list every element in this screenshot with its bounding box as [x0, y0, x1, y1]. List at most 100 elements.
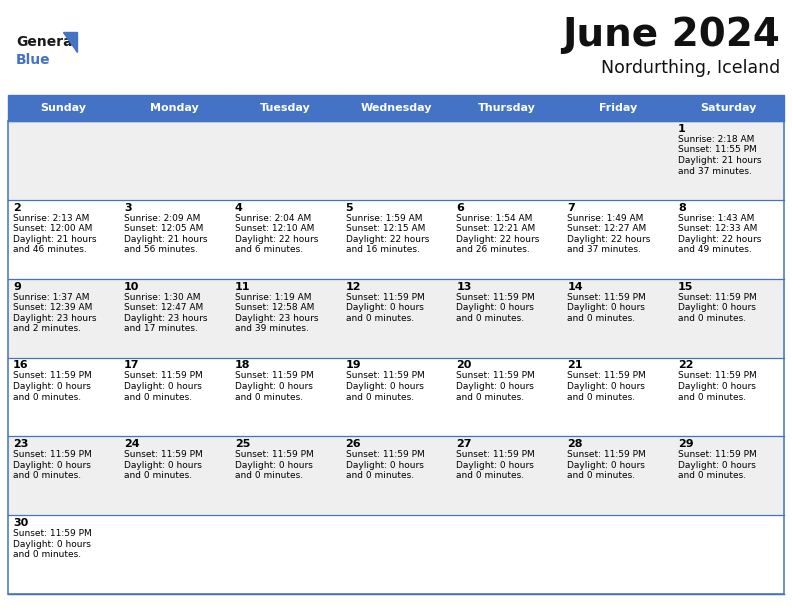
Text: Daylight: 0 hours: Daylight: 0 hours	[456, 382, 535, 391]
Bar	[341, 200, 451, 278]
Text: Wednesday: Wednesday	[360, 103, 432, 113]
Bar	[673, 95, 784, 121]
Text: 29: 29	[678, 439, 694, 449]
Text: Sunset: 11:59 PM: Sunset: 11:59 PM	[567, 450, 646, 460]
Text: Daylight: 22 hours: Daylight: 22 hours	[345, 235, 429, 244]
Bar	[230, 436, 341, 515]
Text: 17: 17	[124, 360, 139, 370]
Bar	[673, 200, 784, 278]
Bar	[341, 436, 451, 515]
Text: 15: 15	[678, 282, 694, 292]
Text: Sunset: 11:59 PM: Sunset: 11:59 PM	[456, 371, 535, 381]
Text: Sunset: 11:59 PM: Sunset: 11:59 PM	[567, 371, 646, 381]
Text: General: General	[16, 35, 78, 49]
Text: and 0 minutes.: and 0 minutes.	[678, 314, 746, 323]
Polygon shape	[63, 32, 77, 52]
Text: Sunset: 11:59 PM: Sunset: 11:59 PM	[456, 293, 535, 302]
Text: Saturday: Saturday	[700, 103, 757, 113]
Bar	[230, 200, 341, 278]
Text: Daylight: 23 hours: Daylight: 23 hours	[13, 314, 97, 323]
Text: Daylight: 0 hours: Daylight: 0 hours	[678, 461, 756, 470]
Bar	[562, 436, 673, 515]
Text: and 2 minutes.: and 2 minutes.	[13, 324, 81, 333]
Text: 3: 3	[124, 203, 131, 213]
Text: 6: 6	[456, 203, 464, 213]
Text: 23: 23	[13, 439, 29, 449]
Text: Daylight: 0 hours: Daylight: 0 hours	[456, 303, 535, 312]
Text: Sunrise: 1:37 AM: Sunrise: 1:37 AM	[13, 293, 89, 302]
Text: Sunset: 11:59 PM: Sunset: 11:59 PM	[234, 450, 314, 460]
Text: and 0 minutes.: and 0 minutes.	[124, 471, 192, 480]
Text: Sunset: 12:39 AM: Sunset: 12:39 AM	[13, 303, 93, 312]
Bar	[341, 95, 451, 121]
Text: Daylight: 0 hours: Daylight: 0 hours	[678, 382, 756, 391]
Text: Sunset: 12:05 AM: Sunset: 12:05 AM	[124, 225, 204, 233]
Bar	[8, 121, 784, 594]
Text: and 0 minutes.: and 0 minutes.	[13, 471, 81, 480]
Text: and 46 minutes.: and 46 minutes.	[13, 245, 87, 255]
Text: Tuesday: Tuesday	[260, 103, 310, 113]
Bar	[8, 357, 119, 436]
Text: Sunset: 11:59 PM: Sunset: 11:59 PM	[345, 450, 425, 460]
Text: Sunrise: 1:19 AM: Sunrise: 1:19 AM	[234, 293, 311, 302]
Text: and 0 minutes.: and 0 minutes.	[124, 392, 192, 401]
Text: Daylight: 0 hours: Daylight: 0 hours	[345, 382, 424, 391]
Text: Sunrise: 1:54 AM: Sunrise: 1:54 AM	[456, 214, 533, 223]
Text: Sunset: 12:58 AM: Sunset: 12:58 AM	[234, 303, 314, 312]
Text: Sunset: 11:59 PM: Sunset: 11:59 PM	[124, 450, 203, 460]
Bar	[673, 515, 784, 594]
Text: and 0 minutes.: and 0 minutes.	[456, 314, 524, 323]
Text: and 0 minutes.: and 0 minutes.	[567, 471, 635, 480]
Text: and 16 minutes.: and 16 minutes.	[345, 245, 420, 255]
Text: 8: 8	[678, 203, 686, 213]
Text: Sunrise: 2:04 AM: Sunrise: 2:04 AM	[234, 214, 311, 223]
Text: Daylight: 0 hours: Daylight: 0 hours	[567, 461, 645, 470]
Text: 28: 28	[567, 439, 583, 449]
Text: Sunset: 11:59 PM: Sunset: 11:59 PM	[234, 371, 314, 381]
Text: Daylight: 22 hours: Daylight: 22 hours	[234, 235, 318, 244]
Text: 27: 27	[456, 439, 472, 449]
Text: Daylight: 21 hours: Daylight: 21 hours	[124, 235, 208, 244]
Bar	[119, 278, 230, 357]
Text: and 49 minutes.: and 49 minutes.	[678, 245, 752, 255]
Bar	[119, 357, 230, 436]
Text: Sunset: 11:59 PM: Sunset: 11:59 PM	[345, 293, 425, 302]
Text: Sunset: 12:15 AM: Sunset: 12:15 AM	[345, 225, 425, 233]
Bar	[451, 436, 562, 515]
Text: Sunset: 12:47 AM: Sunset: 12:47 AM	[124, 303, 203, 312]
Text: 12: 12	[345, 282, 361, 292]
Text: Daylight: 0 hours: Daylight: 0 hours	[13, 382, 91, 391]
Text: Sunset: 11:59 PM: Sunset: 11:59 PM	[13, 371, 92, 381]
Text: Sunset: 11:59 PM: Sunset: 11:59 PM	[567, 293, 646, 302]
Text: and 17 minutes.: and 17 minutes.	[124, 324, 198, 333]
Text: Nordurthing, Iceland: Nordurthing, Iceland	[601, 59, 780, 77]
Text: 4: 4	[234, 203, 242, 213]
Text: Daylight: 22 hours: Daylight: 22 hours	[678, 235, 762, 244]
Text: Blue: Blue	[16, 53, 51, 67]
Bar	[673, 121, 784, 200]
Bar	[341, 357, 451, 436]
Bar	[451, 200, 562, 278]
Text: and 0 minutes.: and 0 minutes.	[345, 471, 413, 480]
Text: Sunrise: 2:13 AM: Sunrise: 2:13 AM	[13, 214, 89, 223]
Bar	[230, 357, 341, 436]
Bar	[8, 436, 119, 515]
Text: Sunset: 11:59 PM: Sunset: 11:59 PM	[13, 450, 92, 460]
Text: 24: 24	[124, 439, 139, 449]
Bar	[8, 95, 119, 121]
Text: 16: 16	[13, 360, 29, 370]
Bar	[8, 278, 119, 357]
Text: 21: 21	[567, 360, 583, 370]
Text: 7: 7	[567, 203, 575, 213]
Bar	[8, 200, 119, 278]
Text: Daylight: 0 hours: Daylight: 0 hours	[567, 382, 645, 391]
Bar	[119, 121, 230, 200]
Text: Thursday: Thursday	[478, 103, 536, 113]
Bar	[562, 121, 673, 200]
Text: 11: 11	[234, 282, 250, 292]
Text: Daylight: 0 hours: Daylight: 0 hours	[234, 461, 313, 470]
Text: 25: 25	[234, 439, 250, 449]
Text: and 37 minutes.: and 37 minutes.	[678, 166, 752, 176]
Text: and 0 minutes.: and 0 minutes.	[456, 392, 524, 401]
Text: Sunrise: 1:59 AM: Sunrise: 1:59 AM	[345, 214, 422, 223]
